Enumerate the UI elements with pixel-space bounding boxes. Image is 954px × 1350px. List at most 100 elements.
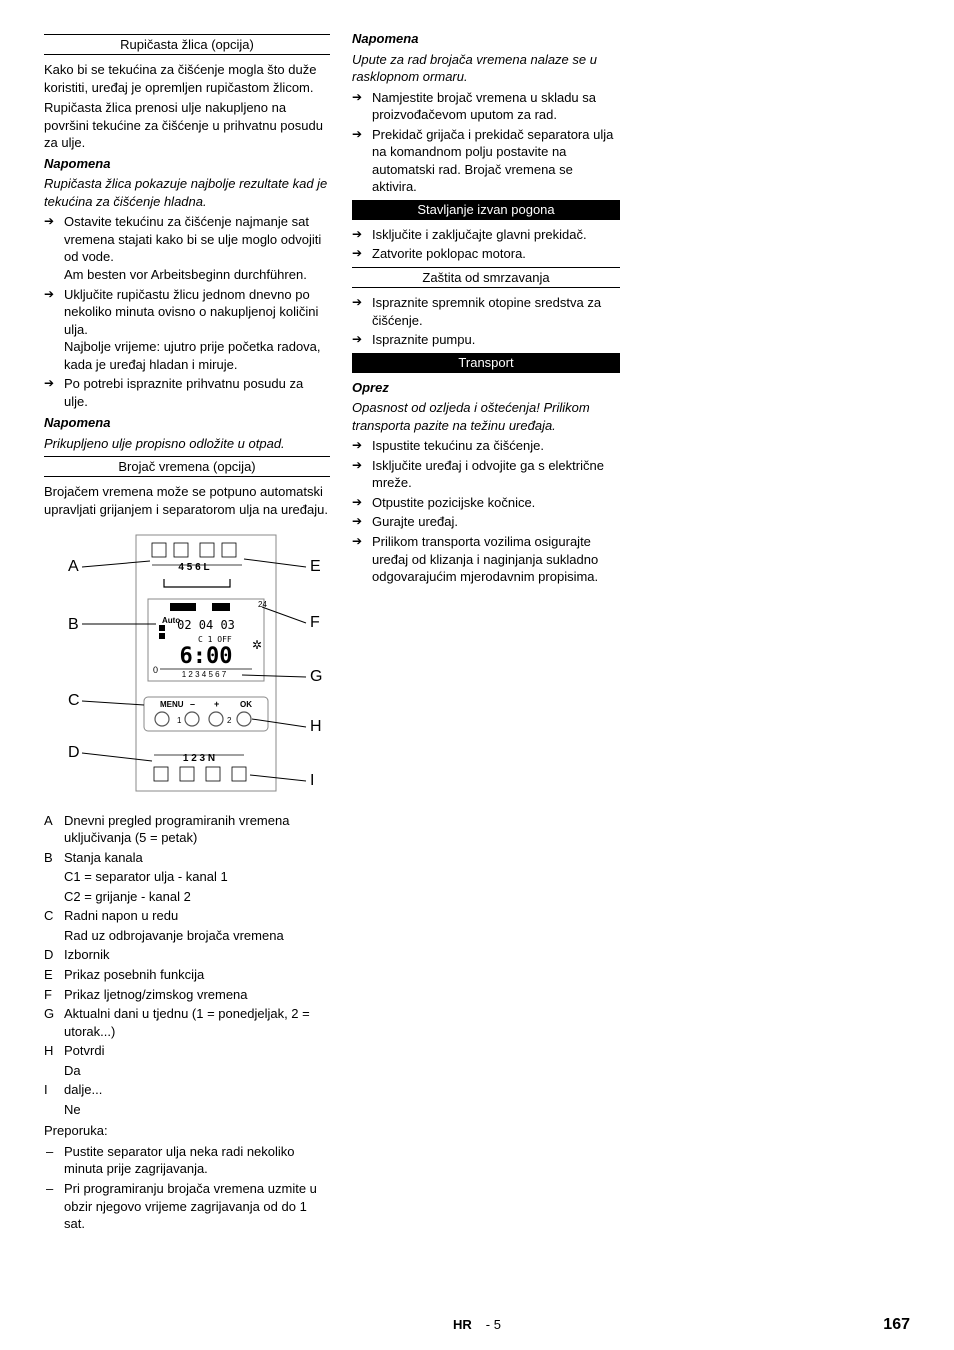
legend-row: C1 = separator ulja - kanal 1 <box>44 868 330 886</box>
legend-value: Izbornik <box>64 946 330 964</box>
legend-key <box>44 927 64 945</box>
legend-row: EPrikaz posebnih funkcija <box>44 966 330 984</box>
instruction-list: Isključite i zaključajte glavni prekidač… <box>352 226 620 263</box>
legend-key: F <box>44 986 64 1004</box>
legend-row: DIzbornik <box>44 946 330 964</box>
svg-text:6:00: 6:00 <box>180 644 233 669</box>
legend-key: H <box>44 1042 64 1060</box>
legend-value: Prikaz posebnih funkcija <box>64 966 330 984</box>
page-footer: HR - 5 167 <box>44 1317 910 1332</box>
legend-value: C1 = separator ulja - kanal 1 <box>64 868 330 886</box>
legend-row: GAktualni dani u tjednu (1 = ponedjeljak… <box>44 1005 330 1040</box>
legend-key: G <box>44 1005 64 1040</box>
list-item: Prilikom transporta vozilima osigurajte … <box>352 533 620 586</box>
caution-body: Opasnost od ozljeda i oštećenja! Priliko… <box>352 399 620 434</box>
list-item: Ispustite tekućinu za čišćenje. <box>352 437 620 455</box>
list-item: Pri programiranju brojača vremena uzmite… <box>44 1180 330 1233</box>
legend-value: Stanja kanala <box>64 849 330 867</box>
legend-key: C <box>44 907 64 925</box>
svg-text:✲: ✲ <box>252 638 262 652</box>
svg-text:MENU: MENU <box>160 700 184 709</box>
svg-text:B: B <box>68 616 79 633</box>
legend-value: C2 = grijanje - kanal 2 <box>64 888 330 906</box>
note-body: Upute za rad brojača vremena nalaze se u… <box>352 51 620 86</box>
footer-page-number: 167 <box>883 1316 910 1334</box>
section-heading-slotted-spoon: Rupičasta žlica (opcija) <box>44 34 330 55</box>
svg-text:OK: OK <box>240 700 252 709</box>
svg-text:0: 0 <box>153 665 158 675</box>
list-item: Otpustite pozicijske kočnice. <box>352 494 620 512</box>
footer-mid: - 5 <box>486 1317 501 1332</box>
legend-row: Rad uz odbrojavanje brojača vremena <box>44 927 330 945</box>
legend-value: Potvrdi <box>64 1042 330 1060</box>
svg-text:+: + <box>214 699 219 709</box>
svg-text:C: C <box>68 692 80 709</box>
legend-value: Da <box>64 1062 330 1080</box>
note-body: Rupičasta žlica pokazuje najbolje rezult… <box>44 175 330 210</box>
instruction-list: Ispustite tekućinu za čišćenje. Isključi… <box>352 437 620 585</box>
legend-value: Aktualni dani u tjednu (1 = ponedjeljak,… <box>64 1005 330 1040</box>
paragraph: Kako bi se tekućina za čišćenje mogla št… <box>44 61 330 96</box>
svg-text:G: G <box>310 668 322 685</box>
recommendation-list: Pustite separator ulja neka radi nekolik… <box>44 1143 330 1233</box>
legend-row: CRadni napon u redu <box>44 907 330 925</box>
legend-row: Idalje... <box>44 1081 330 1099</box>
section-heading-shutdown: Stavljanje izvan pogona <box>352 200 620 220</box>
legend-key <box>44 1101 64 1119</box>
legend-row: C2 = grijanje - kanal 2 <box>44 888 330 906</box>
section-heading-timer: Brojač vremena (opcija) <box>44 456 330 477</box>
section-heading-transport: Transport <box>352 353 620 373</box>
note-heading: Napomena <box>352 30 620 48</box>
timer-figure: 4 5 6 L 24 Auto 02 04 03 C 1 OFF 6:00 0 … <box>44 529 330 802</box>
svg-text:02 04 03: 02 04 03 <box>177 618 235 632</box>
list-item: Ostavite tekućinu za čišćenje najmanje s… <box>44 213 330 283</box>
note-heading: Napomena <box>44 155 330 173</box>
legend-row: Ne <box>44 1101 330 1119</box>
list-item: Zatvorite poklopac motora. <box>352 245 620 263</box>
legend-row: HPotvrdi <box>44 1042 330 1060</box>
legend-value: Radni napon u redu <box>64 907 330 925</box>
list-item: Prekidač grijača i prekidač separatora u… <box>352 126 620 196</box>
legend-key: E <box>44 966 64 984</box>
svg-text:F: F <box>310 614 320 631</box>
list-item: Gurajte uređaj. <box>352 513 620 531</box>
note-body: Prikupljeno ulje propisno odložite u otp… <box>44 435 330 453</box>
svg-text:1: 1 <box>177 716 182 725</box>
legend-key: I <box>44 1081 64 1099</box>
note-heading: Napomena <box>44 414 330 432</box>
legend-value: Ne <box>64 1101 330 1119</box>
legend-key <box>44 888 64 906</box>
paragraph: Brojačem vremena može se potpuno automat… <box>44 483 330 518</box>
svg-text:H: H <box>310 718 322 735</box>
list-item: Po potrebi ispraznite prihvatnu posudu z… <box>44 375 330 410</box>
instruction-list: Ispraznite spremnik otopine sredstva za … <box>352 294 620 349</box>
preporuka-label: Preporuka: <box>44 1122 330 1140</box>
list-item: Pustite separator ulja neka radi nekolik… <box>44 1143 330 1178</box>
caution-heading: Oprez <box>352 379 620 397</box>
paragraph: Rupičasta žlica prenosi ulje nakupljeno … <box>44 99 330 152</box>
svg-text:1 2 3 4 5 6 7: 1 2 3 4 5 6 7 <box>182 670 227 679</box>
svg-text:D: D <box>68 744 80 761</box>
column-left: Rupičasta žlica (opcija) Kako bi se teku… <box>44 30 330 1237</box>
legend-key <box>44 868 64 886</box>
legend-key <box>44 1062 64 1080</box>
list-item: Uključite rupičastu žlicu jednom dnevno … <box>44 286 330 374</box>
svg-text:E: E <box>310 558 321 575</box>
legend-key: A <box>44 812 64 847</box>
list-item: Namjestite brojač vremena u skladu sa pr… <box>352 89 620 124</box>
column-middle: Napomena Upute za rad brojača vremena na… <box>352 30 620 1237</box>
legend-value: Dnevni pregled programiranih vremena ukl… <box>64 812 330 847</box>
list-item: Ispraznite pumpu. <box>352 331 620 349</box>
svg-text:I: I <box>310 772 314 789</box>
legend-list: ADnevni pregled programiranih vremena uk… <box>44 812 330 1119</box>
list-item: Isključite i zaključajte glavni prekidač… <box>352 226 620 244</box>
list-item: Isključite uređaj i odvojite ga s elektr… <box>352 457 620 492</box>
svg-text:C 1 OFF: C 1 OFF <box>198 635 232 644</box>
legend-key: B <box>44 849 64 867</box>
svg-text:–: – <box>190 699 195 709</box>
instruction-list: Ostavite tekućinu za čišćenje najmanje s… <box>44 213 330 410</box>
footer-lang: HR <box>453 1317 472 1332</box>
legend-row: Da <box>44 1062 330 1080</box>
legend-row: BStanja kanala <box>44 849 330 867</box>
svg-text:4 5 6 L: 4 5 6 L <box>178 562 209 573</box>
